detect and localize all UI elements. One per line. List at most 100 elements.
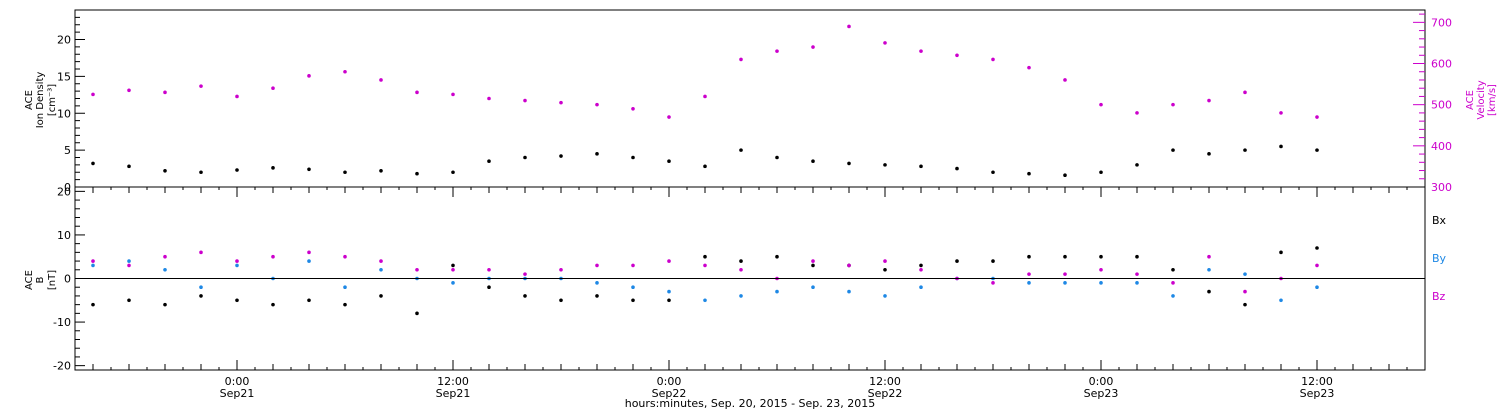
density-point [1279, 144, 1283, 149]
velocity-point [919, 49, 923, 53]
bx-point [343, 302, 347, 307]
density-point [379, 168, 383, 173]
velocity-point [559, 100, 563, 105]
velocity-point [487, 96, 491, 101]
bz-point [379, 259, 383, 263]
by-point [1279, 298, 1283, 303]
velocity-tick-label: 700 [1431, 16, 1452, 29]
velocity-point [379, 78, 383, 82]
density-point [307, 167, 311, 172]
bz-point [127, 263, 131, 268]
b-tick-label: 20 [57, 185, 71, 198]
velocity-point [955, 53, 959, 58]
density-point [343, 170, 347, 175]
bz-point [307, 250, 311, 255]
date-tick-label: Sep22 [868, 387, 903, 400]
bx-point [1099, 254, 1103, 259]
bz-point [1135, 272, 1139, 276]
density-tick-label: 5 [64, 144, 71, 157]
velocity-point [1099, 102, 1103, 107]
density-point [559, 154, 563, 158]
bz-point [991, 281, 995, 285]
bx-point [415, 311, 419, 316]
by-point [343, 285, 347, 290]
bx-point [91, 302, 95, 307]
density-point [1099, 170, 1103, 175]
bz-point [631, 263, 635, 268]
date-tick-label: Sep23 [1084, 387, 1119, 400]
velocity-point [595, 102, 599, 107]
velocity-point [703, 94, 707, 99]
by-point [919, 285, 923, 290]
bx-point [1315, 246, 1319, 250]
bx-point [667, 298, 671, 303]
bz-point [703, 263, 707, 268]
by-point [1063, 281, 1067, 285]
b-tick-label: 0 [64, 273, 71, 286]
density-point [1135, 163, 1139, 167]
bz-point [199, 250, 203, 255]
velocity-point [1243, 90, 1247, 95]
bx-point [991, 259, 995, 263]
velocity-point [883, 41, 887, 45]
b-axis-label-line1: ACE [24, 270, 35, 290]
by-point [199, 285, 203, 290]
bz-point [559, 267, 563, 272]
time-axis: 0:00Sep2112:00Sep210:00Sep2212:00Sep220:… [74, 187, 1426, 400]
velocity-point [235, 94, 239, 99]
time-tick-label: 0:00 [225, 375, 250, 388]
bz-point [1063, 272, 1067, 276]
density-point [91, 161, 95, 166]
velocity-point [1171, 102, 1175, 107]
b-tick-label: -20 [53, 360, 71, 373]
bx-point [775, 254, 779, 259]
by-point [235, 263, 239, 268]
velocity-point [91, 92, 95, 97]
density-axis-label-line1: ACE [24, 90, 35, 110]
density-point [667, 159, 671, 163]
by-point [631, 285, 635, 290]
bx-point [379, 294, 383, 298]
bx-point [1279, 250, 1283, 255]
bz-point [343, 254, 347, 259]
bx-point [307, 298, 311, 303]
density-point [775, 155, 779, 160]
bz-point [1099, 267, 1103, 272]
bz-point [235, 259, 239, 263]
bz-point [91, 259, 95, 263]
bx-point [1063, 254, 1067, 259]
bz-point [739, 267, 743, 272]
bz-point [523, 272, 527, 276]
bz-point [271, 254, 275, 259]
bx-point [739, 259, 743, 263]
time-tick-label: 12:00 [437, 375, 469, 388]
velocity-point [631, 106, 635, 111]
velocity-point [199, 84, 203, 88]
velocity-point [271, 86, 275, 91]
velocity-point [127, 88, 131, 93]
legend-by: By [1432, 252, 1447, 265]
density-point [1207, 152, 1211, 156]
bx-point [199, 294, 203, 298]
bx-point [163, 302, 167, 307]
bx-point [919, 263, 923, 268]
density-point [451, 170, 455, 175]
velocity-point [991, 57, 995, 62]
b-axis-label-line2: B [35, 276, 46, 283]
by-point [667, 289, 671, 294]
by-point [1243, 272, 1247, 276]
bz-point [487, 267, 491, 272]
bz-point [1315, 263, 1319, 268]
by-point [1135, 281, 1139, 285]
by-point [1207, 267, 1211, 272]
by-point [595, 281, 599, 285]
legend-bx: Bx [1432, 214, 1447, 227]
density-axis: 0 5 10 15 20 [57, 16, 85, 194]
velocity-point [847, 24, 851, 29]
by-point [163, 267, 167, 272]
bz-point [883, 259, 887, 263]
by-point [847, 289, 851, 294]
density-point [811, 159, 815, 163]
by-point [703, 298, 707, 303]
